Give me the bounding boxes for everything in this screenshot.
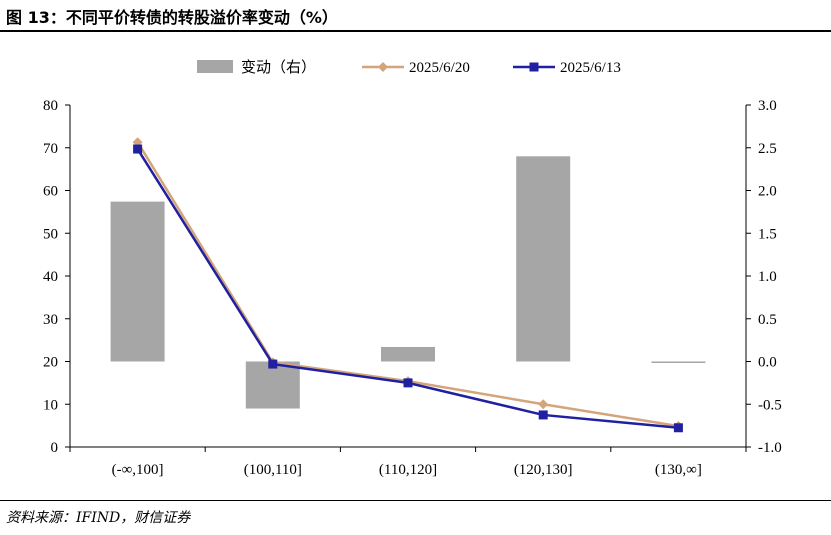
y-left-tick-label-2: 20 — [43, 355, 58, 371]
y-right-tick-label-1: -0.5 — [758, 397, 782, 413]
y-right-tick-label-0: -1.0 — [758, 440, 782, 456]
y-right-tick-label-7: 2.5 — [758, 141, 777, 157]
legend-label-0: 变动（右） — [241, 58, 316, 76]
y-left-tick-label-8: 80 — [43, 98, 58, 114]
point-1-2 — [403, 378, 413, 388]
point-0-3 — [538, 399, 549, 410]
bar-change-2 — [381, 346, 435, 362]
point-1-4 — [673, 423, 683, 433]
y-right-tick-label-5: 1.5 — [758, 226, 777, 242]
y-left-tick-label-6: 60 — [43, 184, 58, 200]
x-tick-label-0: (-∞,100] — [112, 462, 164, 478]
y-right-tick-label-8: 3.0 — [758, 98, 777, 114]
x-tick-label-3: (120,130] — [514, 462, 573, 478]
point-1-1 — [268, 359, 278, 369]
figure-title: 图 13：不同平价转债的转股溢价率变动（%） — [6, 8, 338, 27]
legend-marker-2 — [529, 62, 539, 72]
source-note: 资料来源：IFIND，财信证券 — [6, 510, 191, 526]
point-1-3 — [538, 410, 548, 420]
legend-marker-1 — [378, 62, 388, 72]
x-tick-label-1: (100,110] — [244, 462, 302, 478]
x-tick-label-4: (130,∞] — [655, 462, 702, 478]
legend-label-2: 2025/6/13 — [560, 60, 621, 76]
bottom-rule — [0, 500, 831, 501]
bar-change-0 — [110, 201, 165, 362]
y-left-tick-label-4: 40 — [43, 269, 58, 285]
top-rule — [0, 30, 831, 32]
y-left-tick-label-5: 50 — [43, 226, 58, 242]
y-right-tick-label-6: 2.0 — [758, 184, 777, 200]
y-right-tick-label-2: 0.0 — [758, 355, 777, 371]
y-left-tick-label-0: 0 — [51, 440, 59, 456]
x-tick-label-2: (110,120] — [379, 462, 437, 478]
bar-change-4 — [651, 361, 706, 363]
y-left-tick-label-3: 30 — [43, 312, 58, 328]
point-1-0 — [133, 144, 143, 154]
bar-change-1 — [245, 361, 300, 409]
y-left-tick-label-1: 10 — [43, 397, 58, 413]
bar-change-3 — [516, 156, 571, 362]
y-right-tick-label-4: 1.0 — [758, 269, 777, 285]
y-left-tick-label-7: 70 — [43, 141, 58, 157]
legend-swatch-0 — [197, 60, 233, 73]
y-right-tick-label-3: 0.5 — [758, 312, 777, 328]
legend-label-1: 2025/6/20 — [409, 60, 470, 76]
